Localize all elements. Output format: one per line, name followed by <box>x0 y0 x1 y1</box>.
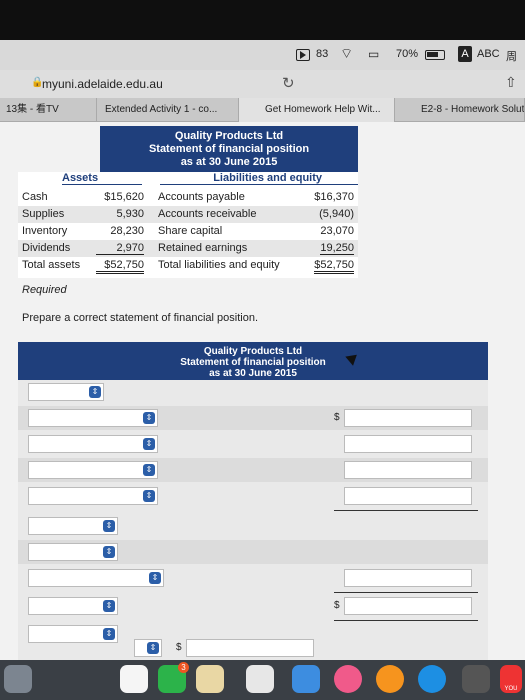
dropdown-arrow-icon: ⇕ <box>143 412 155 424</box>
table-row: Supplies 5,930 Accounts receivable (5,94… <box>18 206 358 223</box>
tab-extended-activity[interactable]: Extended Activity 1 - co... <box>97 98 239 122</box>
dollar-sign: $ <box>334 600 340 611</box>
answer-table-header: Quality Products Ltd Statement of financ… <box>18 342 488 380</box>
dropdown-arrow-icon: ⇕ <box>103 600 115 612</box>
account-dropdown[interactable]: ⇕ <box>28 409 158 427</box>
settings-icon[interactable] <box>462 665 490 693</box>
amount-input[interactable] <box>344 597 472 615</box>
dropdown-arrow-icon: ⇕ <box>149 572 161 584</box>
status-bar: 83 ⌔ ▭ 70% A ABC 周 <box>0 40 525 70</box>
dollar-sign: $ <box>176 642 182 653</box>
dropdown-arrow-icon: ⇕ <box>143 464 155 476</box>
url-text[interactable]: myuni.adelaide.edu.au <box>42 77 163 91</box>
column-headers: Assets Liabilities and equity <box>18 172 358 189</box>
share-icon[interactable]: ⇧ <box>505 74 517 90</box>
table-row: ⇕ <box>18 380 488 404</box>
table-row: ⇕ <box>18 514 488 538</box>
notification-count: 83 <box>316 48 329 60</box>
answer-table-body: ⇕ ⇕ $ ⇕ ⇕ ⇕ ⇕ ⇕ <box>18 380 488 660</box>
subtotal-rule <box>334 510 478 511</box>
photos-icon[interactable] <box>120 665 148 693</box>
account-dropdown[interactable]: ⇕ <box>28 517 118 535</box>
tab-e2-8[interactable]: E2-8 - Homework Solutions <box>395 98 525 122</box>
battery-percent: 70% <box>396 48 419 60</box>
reload-icon[interactable]: ↻ <box>282 75 295 92</box>
books-icon[interactable] <box>376 665 404 693</box>
problem-statement-table: Quality Products Ltd Statement of financ… <box>18 126 358 278</box>
address-bar[interactable]: 🔒 myuni.adelaide.edu.au ↻ ⇧ <box>0 70 525 98</box>
table-row: ⇕ $ <box>18 594 488 618</box>
amount-input[interactable] <box>186 639 314 657</box>
table-row: ⇕ <box>18 622 488 646</box>
table-rows: Cash $15,620 Accounts payable $16,370 Su… <box>18 189 358 278</box>
notes-icon[interactable] <box>196 665 224 693</box>
table-row: ⇕ <box>18 484 488 508</box>
facetime-icon[interactable]: 3 <box>158 662 189 693</box>
table-row: ⇕ <box>18 566 488 590</box>
required-label: Required <box>22 284 67 296</box>
airplay-icon: ▭ <box>368 47 380 61</box>
table-row: ⇕ $ <box>18 636 488 660</box>
account-dropdown[interactable]: ⇕ <box>28 461 158 479</box>
account-dropdown[interactable]: ⇕ <box>28 543 118 561</box>
assets-header: Assets <box>62 172 142 185</box>
table-row: Dividends 2,970 Retained earnings 19,250 <box>18 240 358 257</box>
dropdown-arrow-icon: ⇕ <box>143 490 155 502</box>
table-row: Cash $15,620 Accounts payable $16,370 <box>18 189 358 206</box>
app-icon[interactable] <box>4 665 32 693</box>
lock-icon: 🔒 <box>31 77 44 88</box>
numbers-icon[interactable] <box>246 665 274 693</box>
dropdown-arrow-icon: ⇕ <box>103 628 115 640</box>
wifi-icon: ⌔ <box>340 45 354 61</box>
app-store-icon[interactable] <box>418 665 446 693</box>
amount-input[interactable] <box>344 409 472 427</box>
account-dropdown[interactable]: ⇕ <box>28 435 158 453</box>
dock: 3 YOU <box>0 660 525 700</box>
table-row: ⇕ <box>18 540 488 564</box>
dropdown-arrow-icon: ⇕ <box>143 438 155 450</box>
subtotal-rule <box>334 592 478 593</box>
dropdown-arrow-icon: ⇕ <box>103 546 115 558</box>
dollar-sign: $ <box>334 412 340 423</box>
account-dropdown[interactable]: ⇕ <box>28 487 158 505</box>
account-dropdown[interactable]: ⇕ <box>134 639 162 657</box>
problem-table-header: Quality Products Ltd Statement of financ… <box>100 126 358 172</box>
prompt-text: Prepare a correct statement of financial… <box>22 312 259 324</box>
table-row: ⇕ $ <box>18 406 488 430</box>
app-store-badge: 3 <box>178 662 189 673</box>
language-glyph: 周 <box>506 51 517 63</box>
account-dropdown[interactable]: ⇕ <box>28 625 118 643</box>
input-method-icon: A <box>458 46 472 62</box>
keyboard-label: ABC <box>477 48 500 60</box>
page-content: Quality Products Ltd Statement of financ… <box>0 122 525 660</box>
keynote-icon[interactable] <box>292 665 320 693</box>
tab-homework-help[interactable]: Get Homework Help Wit... <box>239 98 395 122</box>
youtube-icon[interactable]: YOU <box>500 665 522 693</box>
tab-tv[interactable]: 13集 - 看TV <box>0 98 97 122</box>
amount-input[interactable] <box>344 461 472 479</box>
total-rule <box>334 620 478 621</box>
dropdown-arrow-icon: ⇕ <box>89 386 101 398</box>
account-dropdown[interactable]: ⇕ <box>28 597 118 615</box>
account-dropdown[interactable]: ⇕ <box>28 383 104 401</box>
device-bezel <box>0 0 525 40</box>
amount-input[interactable] <box>344 569 472 587</box>
play-icon <box>296 49 310 61</box>
amount-input[interactable] <box>344 487 472 505</box>
dropdown-arrow-icon: ⇕ <box>147 642 159 654</box>
table-row: Total assets $52,750 Total liabilities a… <box>18 257 358 278</box>
itunes-icon[interactable] <box>334 665 362 693</box>
account-dropdown[interactable]: ⇕ <box>28 569 164 587</box>
table-row: Inventory 28,230 Share capital 23,070 <box>18 223 358 240</box>
battery-icon <box>425 50 445 60</box>
table-row: ⇕ <box>18 458 488 482</box>
table-row: ⇕ <box>18 432 488 456</box>
amount-input[interactable] <box>344 435 472 453</box>
dropdown-arrow-icon: ⇕ <box>103 520 115 532</box>
tab-bar: 13集 - 看TV Extended Activity 1 - co... Ge… <box>0 98 525 122</box>
liabilities-header: Liabilities and equity <box>160 172 358 185</box>
